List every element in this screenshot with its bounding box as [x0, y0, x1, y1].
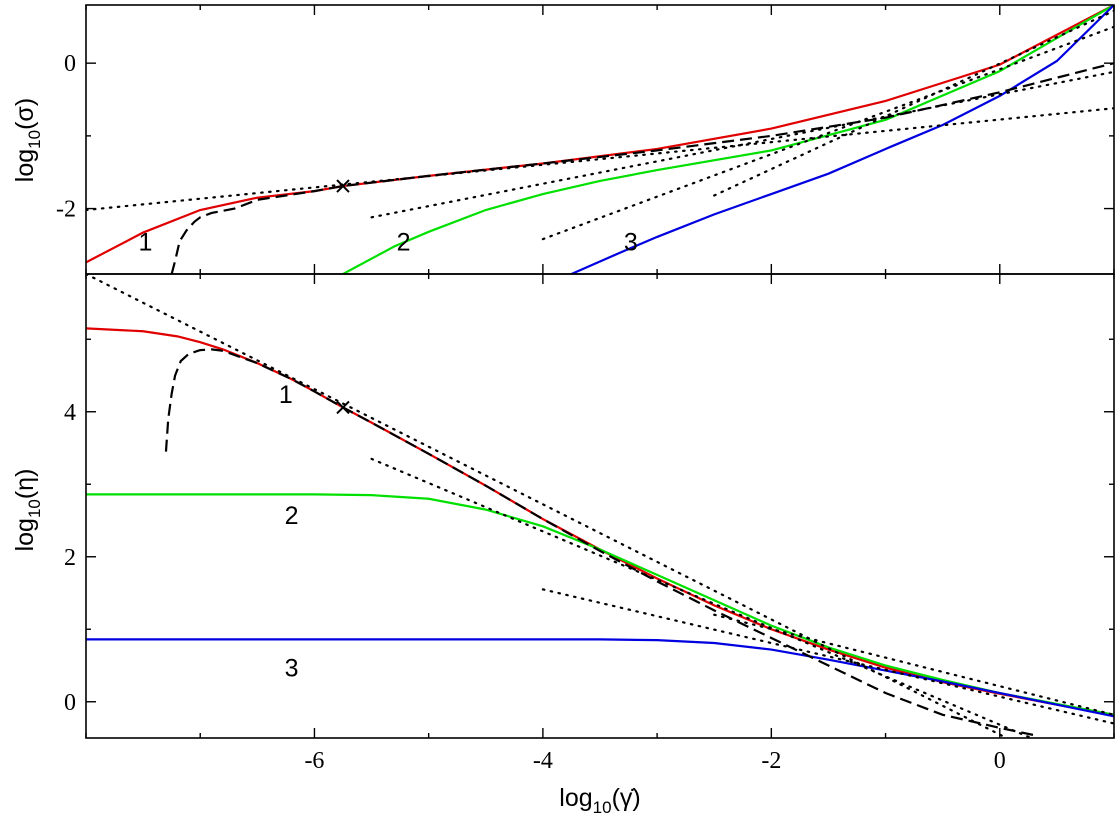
series-line-3 — [86, 638, 1114, 718]
top-panel-plot-area — [86, 5, 1114, 274]
curve-label-2: 2 — [285, 502, 299, 530]
y-tick-label: 0 — [64, 51, 76, 77]
asymptote-dotted-line — [713, 9, 1114, 197]
x-tick-label: -2 — [761, 748, 781, 774]
bottom-y-axis-label-base: log — [11, 518, 39, 551]
bottom-panel-plot-area — [86, 274, 1114, 738]
asymptote-dotted-line — [713, 613, 1114, 716]
asymptote-dotted-line — [86, 274, 1009, 738]
cross-marker — [336, 179, 350, 193]
top-y-axis-label: log10(σ) — [11, 98, 44, 182]
bottom-panel-ticks: -6 -4 -2 0 0 2 4 — [64, 274, 1115, 774]
y-tick-label: 0 — [64, 690, 76, 716]
series-line-1 — [86, 327, 1114, 716]
series-line-2 — [342, 5, 1114, 274]
series-line-1 — [86, 5, 1114, 264]
curve-label-3: 3 — [285, 654, 299, 682]
bottom-y-axis-label-rest: (η) — [11, 469, 39, 500]
fit-dashed-line — [170, 62, 1114, 274]
curve-label-2: 2 — [397, 229, 411, 257]
x-tick-label: -4 — [533, 748, 553, 774]
y-tick-label: 2 — [64, 545, 76, 571]
x-tick-label: 0 — [994, 748, 1006, 774]
top-panel-curve-labels: 1 2 3 — [138, 229, 637, 257]
curve-label-1: 1 — [138, 229, 152, 257]
bottom-y-axis-label-sub: 10 — [25, 499, 44, 518]
x-tick-label: -6 — [304, 748, 324, 774]
top-y-axis-label-sub: 10 — [25, 130, 44, 149]
x-axis-label-rest: (γ̇) — [612, 784, 641, 812]
curve-label-1: 1 — [279, 381, 293, 409]
series-line-2 — [86, 493, 1114, 716]
y-tick-label: -2 — [56, 197, 76, 223]
top-panel-frame — [85, 4, 1115, 275]
curve-label-3: 3 — [624, 229, 638, 257]
asymptote-dotted-line — [541, 25, 1114, 241]
asymptote-dotted-line — [370, 457, 1035, 738]
series-line-3 — [570, 5, 1114, 274]
asymptote-dotted-line — [541, 588, 1114, 725]
asymptote-dotted-line — [86, 107, 1114, 212]
bottom-y-axis-label: log10(η) — [11, 469, 44, 552]
y-tick-label: 4 — [64, 400, 76, 426]
fit-dashed-line — [164, 348, 1035, 737]
top-y-axis-label-base: log — [11, 149, 39, 182]
bottom-panel-curve-labels: 1 2 3 — [279, 381, 299, 682]
asymptote-dotted-line — [370, 70, 1114, 219]
top-panel-ticks: -2 0 — [56, 5, 1115, 274]
bottom-panel-frame — [85, 273, 1115, 739]
cross-marker — [336, 400, 350, 415]
x-axis-label: log10(γ̇) — [559, 784, 640, 817]
x-axis-label-sub: 10 — [593, 798, 612, 817]
top-panel: -2 0 1 2 3 log10(σ) — [11, 5, 1115, 274]
x-axis-label-base: log — [559, 784, 592, 812]
top-y-axis-label-rest: (σ) — [11, 98, 39, 130]
